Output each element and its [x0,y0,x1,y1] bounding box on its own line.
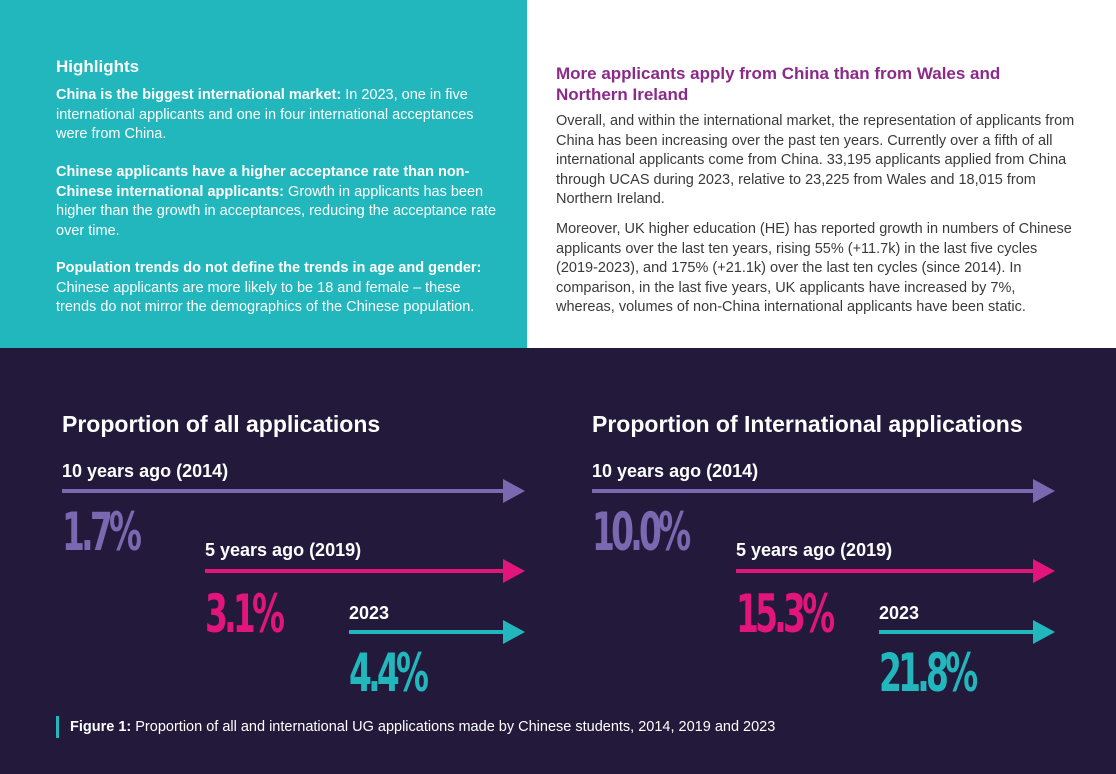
arrow-line [62,489,506,493]
figure-panel [0,348,1116,774]
arrow-line [205,569,506,573]
row-label-2023: 2023 [879,603,920,623]
panel-title: Proportion of International applications [592,411,1023,437]
highlight-item: Chinese applicants have a higher accepta… [56,163,501,241]
value-2019: 15.3% [736,584,835,645]
value-2014: 1.7% [62,502,142,563]
caption-accent-bar [56,716,59,738]
arrow-head-icon [503,620,525,644]
article-paragraph: Overall, and within the international ma… [556,113,1075,207]
arrow-head-icon [503,479,525,503]
article-panel [527,0,1116,348]
row-label-2014: 10 years ago (2014) [62,461,229,481]
arrow-line [736,569,1036,573]
value-2023: 4.4% [349,643,429,704]
row-label-2014: 10 years ago (2014) [592,461,759,481]
article-heading: More applicants apply from China than fr… [556,64,1001,104]
caption-text: Proportion of all and international UG a… [131,719,776,735]
highlight-lead: Population trends do not define the tren… [56,260,482,276]
panel-title: Proportion of all applications [62,411,381,437]
arrow-line [349,630,506,634]
arrow-head-icon [1033,559,1055,583]
row-label-2019: 5 years ago (2019) [736,540,893,560]
arrow-head-icon [1033,479,1055,503]
highlight-text: In 2023, one in five international appli… [56,87,474,142]
highlight-lead: Chinese applicants have a higher accepta… [56,164,470,200]
arrow-line [592,489,1036,493]
row-label-2023: 2023 [349,603,390,623]
highlight-lead: China is the biggest international marke… [56,87,342,103]
arrow-head-icon [1033,620,1055,644]
highlights-title: Highlights [56,57,140,76]
highlight-text: Growth in applicants has been higher tha… [56,183,497,239]
value-2019: 3.1% [205,584,285,645]
article-paragraph: Moreover, UK higher education (HE) has r… [556,221,1072,315]
arrow-line [879,630,1036,634]
caption-label: Figure 1: [70,719,132,735]
highlight-item: Population trends do not define the tren… [56,259,501,318]
value-2014: 10.0% [592,502,691,563]
figure-caption: Figure 1: Proportion of all and internat… [70,719,775,735]
highlights-panel [0,0,527,348]
row-label-2019: 5 years ago (2019) [205,540,362,560]
arrow-head-icon [503,559,525,583]
value-2023: 21.8% [879,643,978,704]
highlight-text: Chinese applicants are more likely to be… [56,279,475,316]
highlight-item: China is the biggest international marke… [56,86,501,145]
